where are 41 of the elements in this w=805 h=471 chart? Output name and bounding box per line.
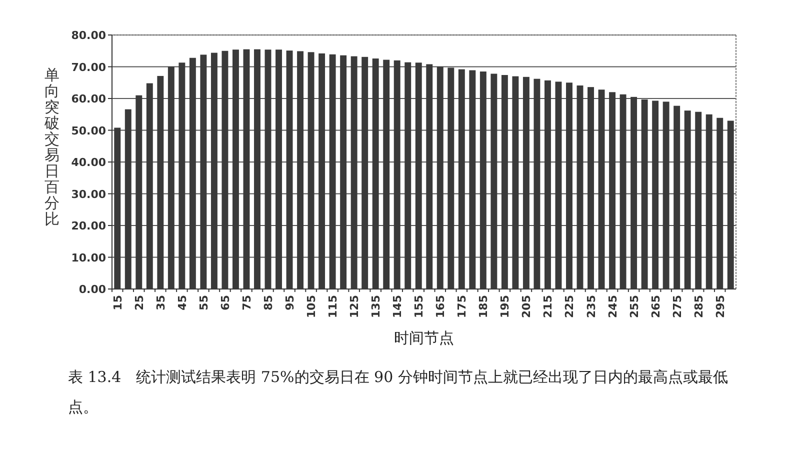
x-tick-label: 175	[456, 295, 469, 318]
x-tick-label: 115	[326, 295, 340, 318]
y-tick-label: 0.00	[78, 283, 106, 296]
x-tick-label: 195	[498, 295, 512, 318]
x-tick-label: 265	[649, 295, 662, 318]
x-tick-label: 25	[132, 295, 146, 310]
x-tick-label: 45	[176, 295, 189, 310]
x-axis-title: 时间节点	[394, 329, 454, 347]
y-tick-label: 80.00	[71, 29, 106, 42]
x-tick-label: 215	[542, 295, 555, 318]
x-tick-label: 135	[370, 295, 383, 318]
y-tick-label: 20.00	[71, 220, 106, 232]
x-tick-label: 95	[284, 295, 297, 310]
y-tick-label: 30.00	[71, 188, 106, 201]
x-tick-label: 85	[262, 295, 275, 310]
text: 表 13.4 统计测试结果表明 75%的交易日在 90 分钟时间节点上就已经出现了日内的最高点或最低点。	[68, 367, 729, 418]
y-tick-label: 60.00	[71, 92, 106, 106]
x-tick-label: 185	[477, 295, 490, 318]
x-tick-label: 285	[692, 295, 706, 318]
x-tick-label: 225	[563, 295, 576, 318]
x-tick-label: 75	[240, 295, 254, 310]
x-tick-label: 145	[391, 295, 404, 318]
x-tick-label: 205	[520, 295, 534, 318]
x-tick-label: 295	[714, 295, 727, 318]
x-tick-label: 35	[154, 295, 168, 310]
x-tick-label: 155	[412, 295, 426, 318]
x-tick-label: 105	[305, 295, 318, 318]
x-tick-label: 255	[628, 295, 641, 318]
x-tick-label: 275	[670, 295, 684, 318]
x-tick-label: 15	[111, 295, 124, 310]
y-tick-label: 10.00	[71, 251, 106, 264]
x-tick-label: 235	[584, 295, 598, 318]
x-tick-label: 165	[434, 295, 448, 318]
y-tick-label: 70.00	[71, 60, 106, 74]
x-tick-label: 55	[197, 295, 210, 310]
y-tick-label: 50.00	[71, 124, 106, 138]
x-tick-label: 65	[218, 295, 232, 310]
y-tick-label: 40.00	[71, 156, 106, 169]
x-tick-label: 125	[348, 295, 362, 318]
text: 单向突破交易日百分比	[44, 66, 60, 228]
x-tick-label: 245	[606, 295, 620, 318]
